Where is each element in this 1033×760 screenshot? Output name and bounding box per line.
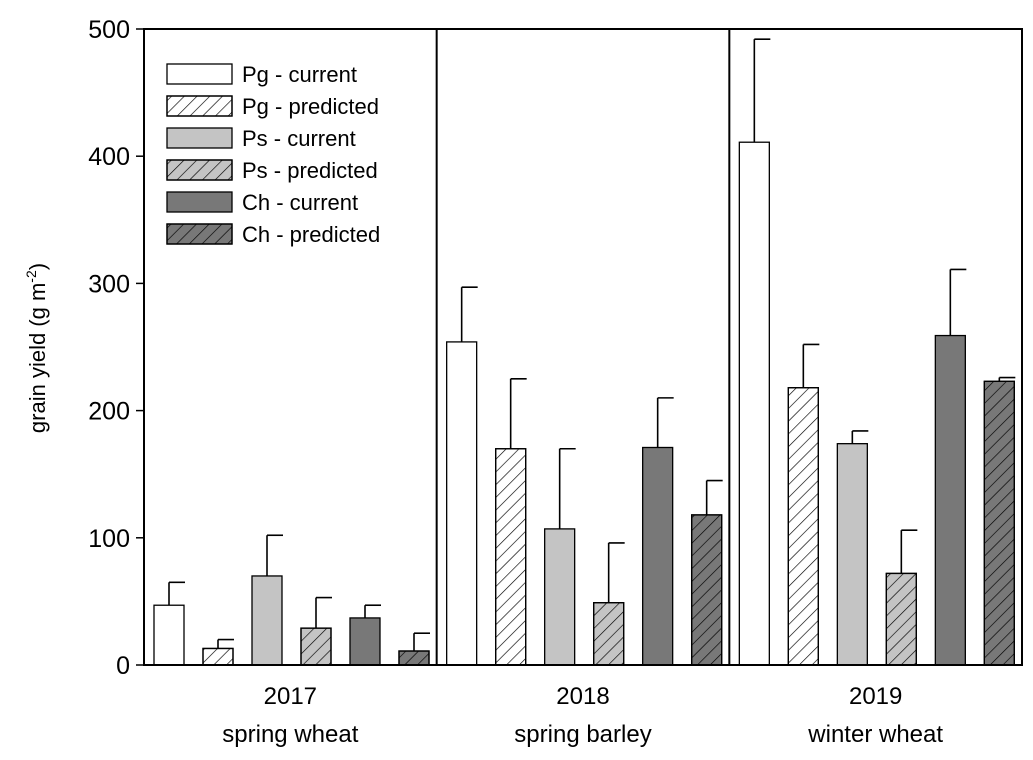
error-bar: [998, 376, 1016, 382]
legend-item: Pg - predicted: [166, 94, 379, 119]
legend-swatch-hatch: [166, 95, 233, 117]
legend-item: Ps - predicted: [166, 158, 378, 183]
legend-item: Pg - current: [166, 62, 357, 87]
bar: [153, 604, 185, 666]
legend-swatch: [166, 127, 233, 149]
error-bar: [802, 343, 820, 388]
bar: [349, 617, 381, 666]
legend-label: Pg - predicted: [242, 94, 379, 119]
error-bar: [460, 286, 478, 342]
legend-swatch: [166, 191, 233, 213]
bar-hatch: [300, 627, 332, 666]
bar-hatch: [787, 387, 819, 666]
y-axis-title: grain yield (g m-2): [23, 263, 50, 433]
error-bar: [607, 542, 625, 603]
error-bar: [509, 377, 527, 449]
group-crop-label: spring wheat: [222, 721, 358, 748]
group-crop-label: winter wheat: [807, 721, 943, 748]
bar-hatch: [983, 380, 1015, 666]
y-tick-label: 300: [88, 270, 130, 298]
error-bar: [949, 268, 967, 336]
bar: [544, 528, 576, 666]
legend-label: Pg - current: [242, 62, 357, 87]
error-bar: [558, 447, 576, 529]
legend-item: Ch - predicted: [166, 222, 380, 247]
bars: [153, 141, 1015, 666]
legend-item: Ch - current: [166, 190, 358, 215]
error-bar: [266, 534, 283, 576]
error-bar: [168, 581, 185, 606]
bar: [251, 575, 283, 666]
y-tick-label: 500: [88, 16, 130, 44]
y-tick-label: 0: [116, 652, 130, 680]
error-bar: [753, 38, 771, 143]
y-axis-title-superscript: -2: [23, 270, 39, 283]
bar: [738, 141, 770, 666]
legend-label: Ps - current: [242, 126, 356, 151]
error-bar: [413, 632, 430, 652]
error-bar: [851, 430, 869, 444]
legend-label: Ps - predicted: [242, 158, 378, 183]
group-crop-label: spring barley: [514, 721, 651, 748]
plot-frame: [143, 28, 1023, 666]
error-bar: [364, 604, 381, 618]
legend-swatch-hatch: [166, 223, 233, 245]
bar-hatch: [593, 602, 625, 666]
bar-hatch: [691, 514, 723, 666]
error-bar: [900, 529, 918, 574]
bar-hatch: [885, 572, 917, 666]
legend: Pg - current Pg - predicted Ps - current Ps…: [166, 62, 380, 247]
bar: [934, 334, 966, 666]
error-bars: [168, 38, 1016, 652]
y-axis-title-main: grain yield (g m: [25, 283, 50, 433]
bar: [446, 341, 478, 666]
error-bar: [705, 479, 723, 515]
plot-border: [143, 28, 1023, 666]
error-bar: [217, 638, 234, 649]
legend-label: Ch - current: [242, 190, 358, 215]
bar: [642, 446, 674, 666]
bar-hatch: [398, 650, 430, 666]
error-bar: [315, 596, 332, 629]
bar: [836, 443, 868, 666]
y-axis-ticks: 0 100 200 300 400 500: [88, 16, 144, 680]
y-tick-label: 200: [88, 398, 130, 426]
group-year-label: 2018: [556, 683, 609, 710]
y-tick-label: 400: [88, 143, 130, 171]
y-tick-label: 100: [88, 525, 130, 553]
group-year-label: 2017: [264, 683, 317, 710]
legend-item: Ps - current: [166, 126, 356, 151]
legend-swatch: [166, 63, 233, 85]
error-bar: [656, 397, 674, 448]
bar-hatch: [495, 448, 527, 666]
legend-label: Ch - predicted: [242, 222, 380, 247]
y-axis-title-close: ): [25, 263, 50, 270]
group-labels: 2017 spring wheat 2018 spring barley 2019 win…: [222, 683, 943, 748]
legend-swatch-hatch: [166, 159, 233, 181]
group-year-label: 2019: [849, 683, 902, 710]
bar-hatch: [202, 647, 234, 666]
